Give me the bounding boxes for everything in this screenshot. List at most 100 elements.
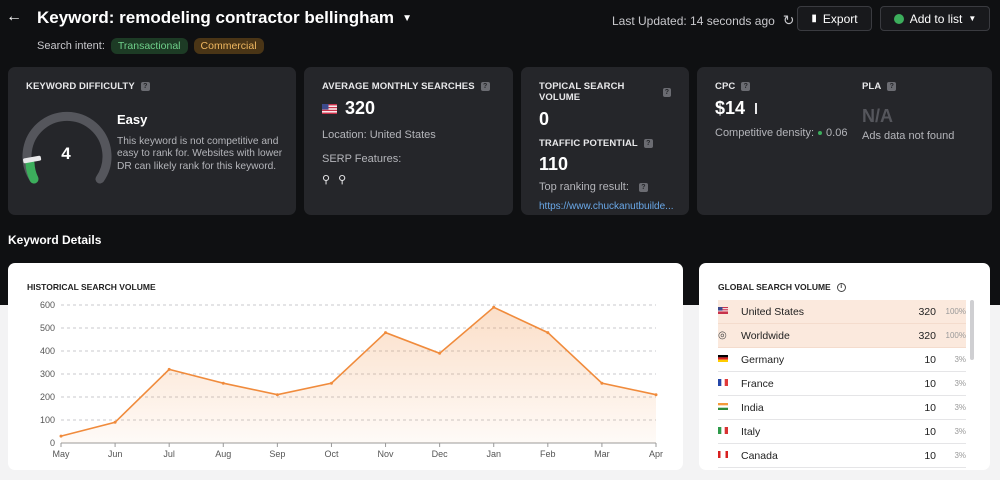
help-icon[interactable]: ? [643, 139, 653, 148]
chevron-down-icon[interactable]: ▼ [402, 12, 412, 24]
refresh-icon[interactable]: ↻ [782, 12, 795, 28]
country-percent: 3% [954, 379, 966, 388]
competitive-density: Competitive density: 0.06 [715, 127, 847, 139]
help-icon[interactable]: ? [480, 82, 490, 91]
x-tick-label: Jan [486, 449, 501, 459]
country-volume: 10 [924, 425, 936, 438]
y-tick-label: 400 [40, 346, 55, 356]
data-point [492, 305, 496, 309]
global-row[interactable]: United States 320 100% [718, 300, 966, 324]
series-line [60, 306, 657, 437]
country-volume: 10 [924, 401, 936, 414]
cpc-label: CPC ? [715, 81, 847, 92]
density-value: 0.06 [826, 127, 848, 139]
add-to-list-button[interactable]: Add to list ▼ [880, 6, 990, 31]
series-area [61, 307, 656, 443]
x-tick-label: Apr [649, 449, 663, 459]
top-ranking-link[interactable]: https://www.chuckanutbuilde... [539, 201, 674, 212]
data-point [113, 420, 117, 424]
country-percent: 3% [954, 427, 966, 436]
country-name: France [741, 377, 774, 390]
y-tick-label: 500 [40, 323, 55, 333]
top-ranking-row: Top ranking result: ? [539, 181, 671, 193]
export-button-label: Export [822, 11, 858, 26]
density-label: Competitive density: [715, 127, 815, 139]
keyword-difficulty-label-text: KEYWORD DIFFICULTY [26, 81, 135, 92]
x-tick-label: Nov [378, 449, 395, 459]
x-tick-label: Dec [432, 449, 449, 459]
back-arrow-icon[interactable]: ← [6, 8, 22, 25]
ca-flag-icon [718, 451, 728, 460]
info-icon[interactable]: i [836, 282, 846, 292]
global-row[interactable]: France 10 3% [718, 372, 966, 396]
pla-value: N/A [862, 106, 893, 126]
data-point [221, 381, 225, 385]
x-tick-label: Aug [215, 449, 231, 459]
country-percent: 3% [954, 403, 966, 412]
global-row[interactable]: India 10 3% [718, 396, 966, 420]
cpc-label-text: CPC [715, 81, 736, 92]
x-tick-label: Jul [163, 449, 175, 459]
export-button[interactable]: ▮ Export [797, 6, 872, 31]
x-tick-label: Mar [594, 449, 610, 459]
data-point [59, 434, 63, 438]
country-name: Canada [741, 449, 778, 462]
add-to-list-label: Add to list [909, 11, 963, 26]
monthly-searches-card: AVERAGE MONTHLY SEARCHES ? 320 Location:… [304, 67, 513, 215]
traffic-potential-label: TRAFFIC POTENTIAL ? [539, 138, 671, 149]
top-ranking-label: Top ranking result: [539, 181, 629, 193]
data-point [329, 381, 333, 385]
keyword-title[interactable]: Keyword: remodeling contractor bellingha… [37, 8, 412, 28]
global-volume-title-text: GLOBAL SEARCH VOLUME [718, 282, 831, 292]
country-volume: 320 [918, 305, 936, 318]
difficulty-gauge: 4 [22, 111, 112, 184]
country-volume: 320 [918, 329, 936, 342]
data-point [167, 367, 171, 371]
country-volume: 10 [924, 377, 936, 390]
country-name: India [741, 401, 764, 414]
difficulty-value: 4 [61, 144, 71, 163]
keyword-details-title: Keyword Details [8, 233, 102, 247]
file-icon: ▮ [811, 13, 817, 24]
data-point [384, 331, 388, 335]
keyword-difficulty-card: KEYWORD DIFFICULTY ? 4 Easy This keyword… [8, 67, 296, 215]
global-row[interactable]: Italy 10 3% [718, 420, 966, 444]
pla-label-text: PLA [862, 81, 882, 92]
intent-tag-transactional: Transactional [110, 38, 188, 54]
x-tick-label: Feb [540, 449, 556, 459]
x-tick-label: Sep [269, 449, 285, 459]
chevron-down-icon: ▼ [968, 14, 977, 23]
country-name: Worldwide [741, 329, 790, 342]
help-icon[interactable]: ? [887, 82, 897, 91]
x-tick-label: May [52, 449, 70, 459]
help-icon[interactable]: ? [662, 87, 671, 97]
last-updated: Last Updated: 14 seconds ago ↻ [612, 12, 795, 29]
difficulty-level: Easy [117, 112, 148, 127]
y-tick-label: 300 [40, 369, 55, 379]
map-pin-icon[interactable]: ⚲ [322, 174, 331, 186]
global-row[interactable]: Canada 10 3% [718, 444, 966, 468]
scrollbar[interactable] [970, 300, 974, 360]
location-text: Location: United States [322, 129, 436, 141]
global-volume-title: GLOBAL SEARCH VOLUME i [718, 282, 846, 292]
help-icon[interactable]: ? [638, 182, 648, 192]
country-percent: 3% [954, 451, 966, 460]
traffic-potential-value: 110 [539, 154, 569, 174]
last-updated-text: Last Updated: 14 seconds ago [612, 13, 775, 28]
global-row[interactable]: ◎ Worldwide 320 100% [718, 324, 966, 348]
check-circle-icon [893, 13, 904, 24]
global-row[interactable]: Germany 10 3% [718, 348, 966, 372]
search-intent: Search intent: Transactional Commercial [37, 38, 264, 54]
globe-icon: ◎ [718, 330, 727, 341]
data-point [438, 351, 442, 355]
data-point [546, 331, 550, 335]
fr-flag-icon [718, 379, 728, 388]
help-icon[interactable]: ? [140, 82, 150, 91]
country-name: Italy [741, 425, 761, 438]
search-icon[interactable]: ⚲ [338, 174, 347, 186]
data-point [654, 393, 658, 397]
help-icon[interactable]: ? [741, 82, 751, 91]
traffic-potential-label-text: TRAFFIC POTENTIAL [539, 138, 638, 149]
monthly-searches-label-text: AVERAGE MONTHLY SEARCHES [322, 81, 475, 92]
cpc-value: $14 [715, 98, 746, 118]
